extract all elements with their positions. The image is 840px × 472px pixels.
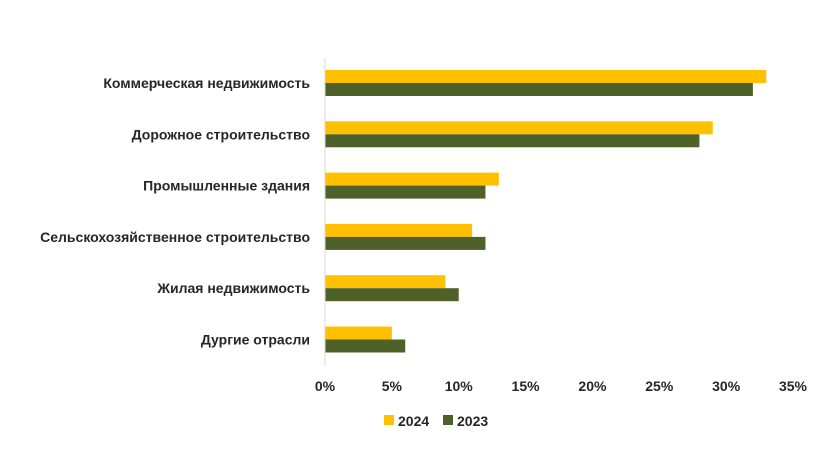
bar-2024-3 (325, 223, 473, 237)
legend-swatch-2023 (443, 415, 453, 425)
x-tick-label: 30% (712, 378, 741, 394)
bar-2023-2 (325, 185, 486, 199)
x-tick-label: 20% (578, 378, 607, 394)
category-label: Промышленные здания (143, 178, 310, 194)
category-label: Сельскохозяйственное строительство (40, 229, 310, 245)
bar-2024-0 (325, 70, 767, 83)
bar-2023-1 (325, 134, 700, 148)
x-tick-label: 35% (779, 378, 808, 394)
legend-swatch-2024 (384, 415, 394, 425)
bar-2023-5 (325, 339, 406, 353)
bar-2024-4 (325, 275, 446, 289)
bar-2024-1 (325, 121, 713, 135)
bar-2023-4 (325, 288, 459, 302)
category-label: Коммерческая недвижимость (103, 75, 310, 91)
x-tick-label: 10% (445, 378, 474, 394)
legend-label: 2023 (457, 413, 488, 429)
category-label: Дургие отрасли (201, 332, 310, 348)
category-label: Дорожное строительство (132, 126, 310, 142)
legend-label: 2024 (398, 413, 429, 429)
x-tick-label: 15% (512, 378, 541, 394)
bar-2023-0 (325, 83, 753, 96)
bar-2023-3 (325, 236, 486, 250)
bar-2024-2 (325, 172, 499, 186)
bar-2024-5 (325, 326, 392, 340)
x-tick-label: 25% (645, 378, 674, 394)
x-tick-label: 0% (315, 378, 336, 394)
category-label: Жилая недвижимость (156, 280, 310, 296)
x-tick-label: 5% (382, 378, 403, 394)
